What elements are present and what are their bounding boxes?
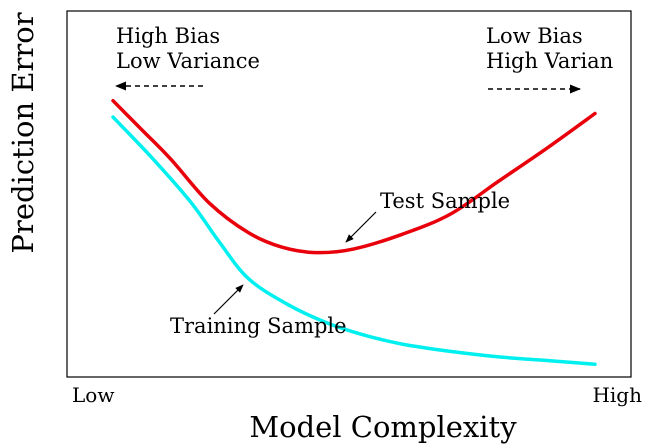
pointer-test-sample-icon	[345, 211, 377, 243]
annotation-high-bias: High Bias	[116, 24, 220, 48]
x-axis-label: Model Complexity	[249, 410, 517, 444]
y-axis-label: Prediction Error	[6, 12, 40, 253]
label-test-sample: Test Sample	[380, 189, 510, 213]
annotation-low-bias: Low Bias	[486, 24, 583, 48]
series-line-test-sample	[111, 98, 597, 255]
annotation-low-variance: Low Variance	[116, 49, 260, 73]
label-training-sample: Training Sample	[170, 314, 347, 338]
annotation-high-variance: High Varian	[486, 49, 613, 73]
x-tick-label-high: High	[592, 383, 642, 407]
plot-frame	[66, 10, 632, 378]
x-tick-label-low: Low	[72, 383, 114, 407]
pointer-training-sample-icon	[213, 284, 244, 315]
series-line-training-sample	[111, 115, 597, 366]
